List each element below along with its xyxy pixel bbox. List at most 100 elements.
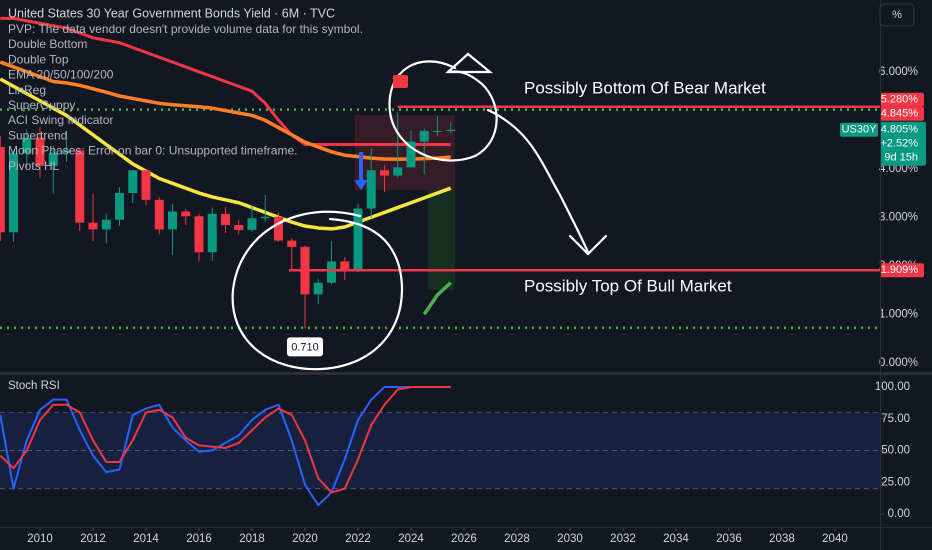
symbol-label: US30Y: [842, 124, 878, 136]
y-tick-label: 6.000%: [879, 66, 918, 78]
y-tick-label: 3.000%: [879, 211, 918, 223]
x-tick-label: 2038: [769, 533, 795, 545]
overlay-line: [0, 60, 451, 161]
price-change-label: +2.52%: [880, 138, 918, 150]
candle-body: [287, 240, 297, 247]
candle-body: [62, 150, 72, 153]
signal-marker: [393, 75, 408, 88]
x-tick-label: 2034: [663, 533, 689, 545]
series-line: [0, 385, 451, 494]
candle-body: [234, 225, 244, 230]
annotation: Possibly Bottom Of Bear Market: [524, 78, 766, 97]
level-price-box: [880, 263, 924, 278]
x-tick-label: 2022: [345, 533, 371, 545]
last-price-label: 4.805%: [881, 124, 919, 136]
y-tick-label: 0.00: [888, 508, 910, 520]
indicator-label: LinReg: [8, 83, 46, 97]
x-tick-label: 2028: [504, 533, 530, 545]
candle-body: [326, 261, 336, 283]
y-tick-label: 75.00: [881, 413, 910, 425]
level-price-label: 1.909%: [881, 264, 919, 276]
x-tick-label: 2032: [610, 533, 636, 545]
candle-body: [0, 146, 5, 233]
candle-body: [141, 170, 151, 200]
candle-body: [313, 282, 323, 295]
x-tick-label: 2020: [292, 533, 318, 545]
arrow-head: [568, 234, 608, 256]
x-tick-label: 2014: [133, 533, 159, 545]
low-label: 0.710: [291, 341, 319, 353]
indicator-label: SuperGuppy: [8, 98, 75, 112]
indicator-label: Pivots HL: [8, 159, 60, 173]
candle-body: [366, 170, 376, 209]
y-tick-label: 0.000%: [879, 357, 918, 369]
candle-body: [48, 152, 58, 166]
chart-title: United States 30 Year Government Bonds Y…: [8, 6, 335, 20]
indicator-label: Double Top: [8, 52, 69, 66]
candle-body: [88, 222, 98, 230]
x-tick-label: 2024: [398, 533, 424, 545]
candle-body: [207, 213, 217, 253]
candle-body: [9, 153, 19, 233]
y-tick-label: 25.00: [881, 476, 910, 488]
candle-body: [101, 219, 111, 230]
candle-body: [406, 141, 416, 168]
level-price-box: [880, 92, 924, 107]
overlay-line: [0, 16, 451, 147]
level-price-label: 5.280%: [881, 94, 919, 106]
candle-body: [128, 170, 138, 194]
candle-body: [220, 213, 230, 226]
candle-body: [432, 130, 442, 132]
marker-price-box: [880, 106, 924, 121]
x-tick-label: 2040: [822, 533, 848, 545]
candle-body: [75, 150, 85, 223]
y-tick-label: 100.00: [875, 381, 910, 393]
candle-body: [194, 216, 204, 253]
symbol-box: [840, 122, 878, 137]
candle-body: [419, 130, 429, 142]
pane-title: Stoch RSI: [8, 380, 60, 392]
y-tick-label: 1.000%: [879, 308, 918, 320]
x-tick-label: 2018: [239, 533, 265, 545]
scale-button-label[interactable]: %: [892, 9, 902, 21]
candle-body: [22, 137, 32, 154]
y-tick-label: 50.00: [881, 445, 910, 457]
series-line: [0, 385, 451, 507]
countdown-label: 9d 15h: [884, 152, 918, 164]
last-price-box: [880, 121, 926, 166]
candle-body: [115, 193, 125, 220]
signal-arrow-head: [354, 180, 368, 190]
marker-price-label: 4.845%: [881, 108, 919, 120]
indicator-label: ACI Swing Indicator: [8, 113, 113, 127]
x-tick-label: 2030: [557, 533, 583, 545]
candle-body: [35, 137, 45, 166]
y-tick-label: 4.000%: [879, 163, 918, 175]
down-path: [486, 108, 590, 254]
notice: PVP: The data vendor doesn't provide vol…: [8, 22, 363, 36]
trend-zone: [428, 190, 455, 290]
candle-body: [168, 211, 178, 230]
indicator-label: Double Bottom: [8, 37, 87, 51]
indicator-label: Moon Phases: Error on bar 0: Unsupported…: [8, 144, 297, 158]
candle-body: [379, 170, 389, 176]
circle-top: [388, 60, 498, 162]
candle-body: [260, 216, 270, 219]
x-tick-label: 2036: [716, 533, 742, 545]
candle-body: [353, 208, 363, 271]
annotation: Possibly Top Of Bull Market: [524, 276, 732, 295]
candle-body: [247, 218, 257, 230]
x-tick-label: 2016: [186, 533, 212, 545]
x-tick-label: 2012: [80, 533, 106, 545]
circle-bottom: [231, 210, 404, 371]
candle-body: [154, 199, 164, 230]
scale-button[interactable]: [879, 3, 915, 27]
overlay-line: [422, 281, 452, 316]
hand-drawings: [231, 52, 608, 371]
overlay-line: [0, 77, 452, 231]
candle-body: [273, 216, 283, 241]
candle-body: [181, 211, 191, 217]
x-tick-label: 2026: [451, 533, 477, 545]
candle-body: [340, 261, 350, 271]
